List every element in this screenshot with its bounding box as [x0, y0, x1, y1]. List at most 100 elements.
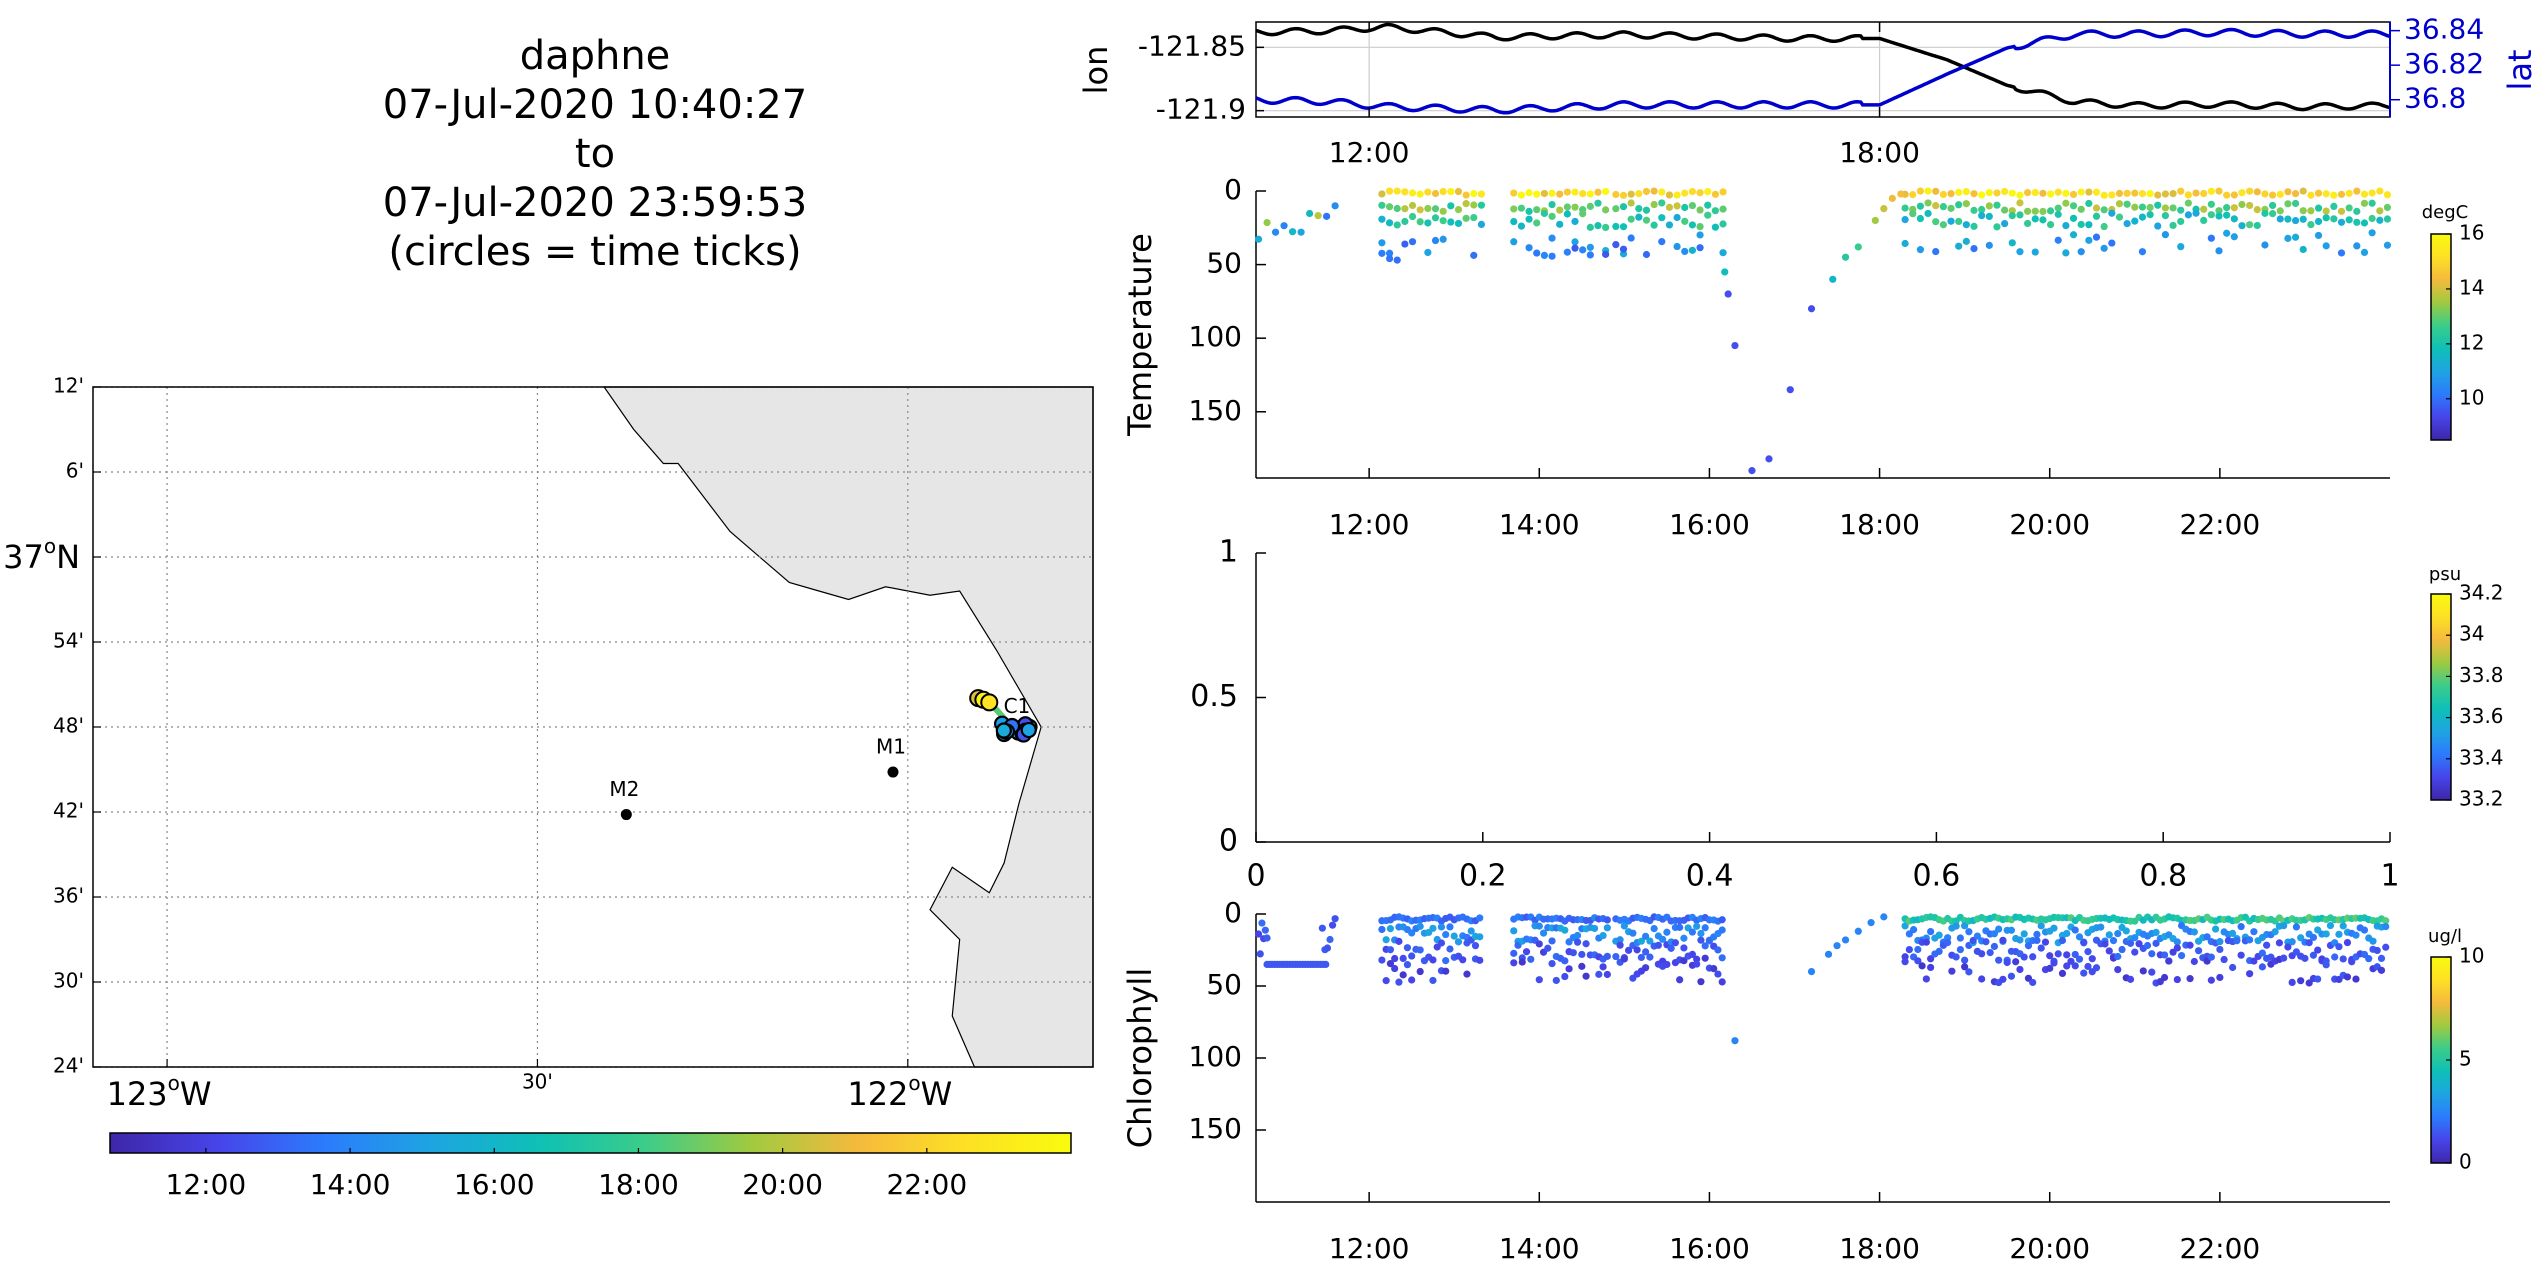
temp-point — [1947, 204, 1955, 212]
chl-ylabel: Chlorophyll — [1121, 968, 1159, 1148]
map-x-tick: 30' — [522, 1070, 553, 1094]
temp-point — [1571, 238, 1579, 246]
temp-point — [1612, 190, 1620, 199]
temp-point — [2108, 239, 2116, 247]
temp-point — [1627, 199, 1635, 207]
lonlat-x-tick: 12:00 — [1329, 136, 1410, 169]
temp-point — [1985, 212, 1993, 221]
chl-point — [1807, 968, 1816, 976]
temp-point — [1985, 241, 1993, 249]
chl-point — [2275, 939, 2284, 947]
chl-point — [1718, 954, 1726, 962]
chl-point — [1990, 942, 1999, 951]
temp-point — [1978, 211, 1986, 220]
temp-point — [1470, 189, 1478, 198]
chl-point — [1403, 961, 1412, 969]
chl-point — [1935, 931, 1943, 939]
chl-point — [2237, 951, 2245, 959]
temp-point — [1985, 188, 1993, 197]
temp-point — [1533, 219, 1541, 227]
temp-point — [2085, 188, 2093, 196]
chl-point — [1552, 976, 1560, 985]
temp-point — [1602, 187, 1610, 196]
temp-point — [2353, 207, 2361, 215]
temp-point — [1401, 188, 1409, 196]
chl-point — [1416, 922, 1424, 930]
temp-point — [1619, 203, 1628, 211]
chl-point — [2365, 955, 2373, 963]
chl-point — [1446, 923, 1454, 931]
chl-point — [1429, 956, 1437, 964]
temp-point — [1533, 206, 1541, 214]
temp-point — [2276, 207, 2284, 215]
chl-point — [1620, 922, 1628, 930]
chl-y-tick: 50 — [1206, 968, 1242, 1001]
temp-point — [2207, 211, 2215, 219]
chl-point — [1442, 930, 1450, 939]
chl-point — [2016, 936, 2024, 944]
chl-point — [1476, 933, 1484, 941]
chl-point — [2063, 951, 2071, 959]
temp-point — [1650, 187, 1658, 195]
chl-point — [2360, 926, 2369, 934]
temp-x-tick: 16:00 — [1669, 508, 1750, 541]
temp-point — [2284, 200, 2292, 208]
sal-x-tick: 0.4 — [1686, 859, 1734, 894]
map-y-tick: 54' — [53, 629, 84, 653]
chl-point — [2050, 924, 2058, 932]
chl-point — [2020, 953, 2028, 961]
map-y-tick: 42' — [53, 799, 84, 823]
chl-point — [1905, 946, 1913, 954]
temp-point — [1748, 467, 1756, 475]
temp-point — [1681, 203, 1689, 212]
temp-point — [1594, 188, 1602, 196]
temp-point — [2154, 191, 2162, 199]
temp-point — [1548, 234, 1556, 242]
chl-x-tick: 14:00 — [1499, 1232, 1580, 1265]
chl-point — [2339, 922, 2347, 930]
temp-point — [2337, 218, 2346, 226]
temp-point — [2322, 207, 2330, 215]
temp-point — [1408, 212, 1417, 221]
temp-point — [1619, 223, 1628, 231]
chl-point — [1548, 959, 1556, 968]
temp-point — [1517, 191, 1526, 199]
map-y-tick: 36' — [53, 884, 84, 908]
temp-point — [2001, 219, 2009, 228]
temp-point — [1719, 188, 1727, 196]
lonlat-right-tick: 36.84 — [2404, 13, 2484, 46]
temp-point — [1408, 238, 1417, 246]
temp-point — [1642, 187, 1651, 196]
temp-point — [2284, 234, 2292, 242]
temp-point — [2177, 217, 2185, 226]
temp-point — [1916, 187, 1925, 195]
chl-point — [2280, 954, 2288, 962]
temp-point — [1704, 211, 1712, 219]
chl-x-tick: 18:00 — [1839, 1232, 1920, 1265]
chl-point — [1676, 923, 1684, 931]
temp-point — [1696, 222, 1704, 231]
chl-point — [2369, 937, 2377, 945]
temp-point — [1571, 203, 1579, 211]
temp-point — [2108, 209, 2116, 217]
sal-x-tick: 0 — [1246, 859, 1265, 894]
chl-point — [1522, 948, 1531, 956]
chl-point — [2080, 969, 2088, 977]
temp-point — [2330, 191, 2338, 199]
temp-point — [2269, 201, 2277, 210]
temp-point — [1454, 219, 1463, 228]
temp-point — [1721, 268, 1729, 276]
sal-x-tick: 0.2 — [1459, 859, 1507, 894]
temp-point — [2207, 187, 2215, 195]
lonlat-left-tick: -121.85 — [1138, 29, 1246, 62]
chl-point — [2284, 943, 2292, 951]
temp-point — [2115, 189, 2124, 198]
temp-point — [1439, 235, 1447, 243]
chl-point — [2246, 970, 2254, 978]
temp-point — [1650, 221, 1658, 229]
chl-point — [1922, 938, 1930, 946]
temp-point — [2200, 189, 2208, 198]
chl-point — [2229, 929, 2237, 937]
chl-point — [2297, 934, 2305, 942]
chl-point — [1429, 976, 1437, 985]
